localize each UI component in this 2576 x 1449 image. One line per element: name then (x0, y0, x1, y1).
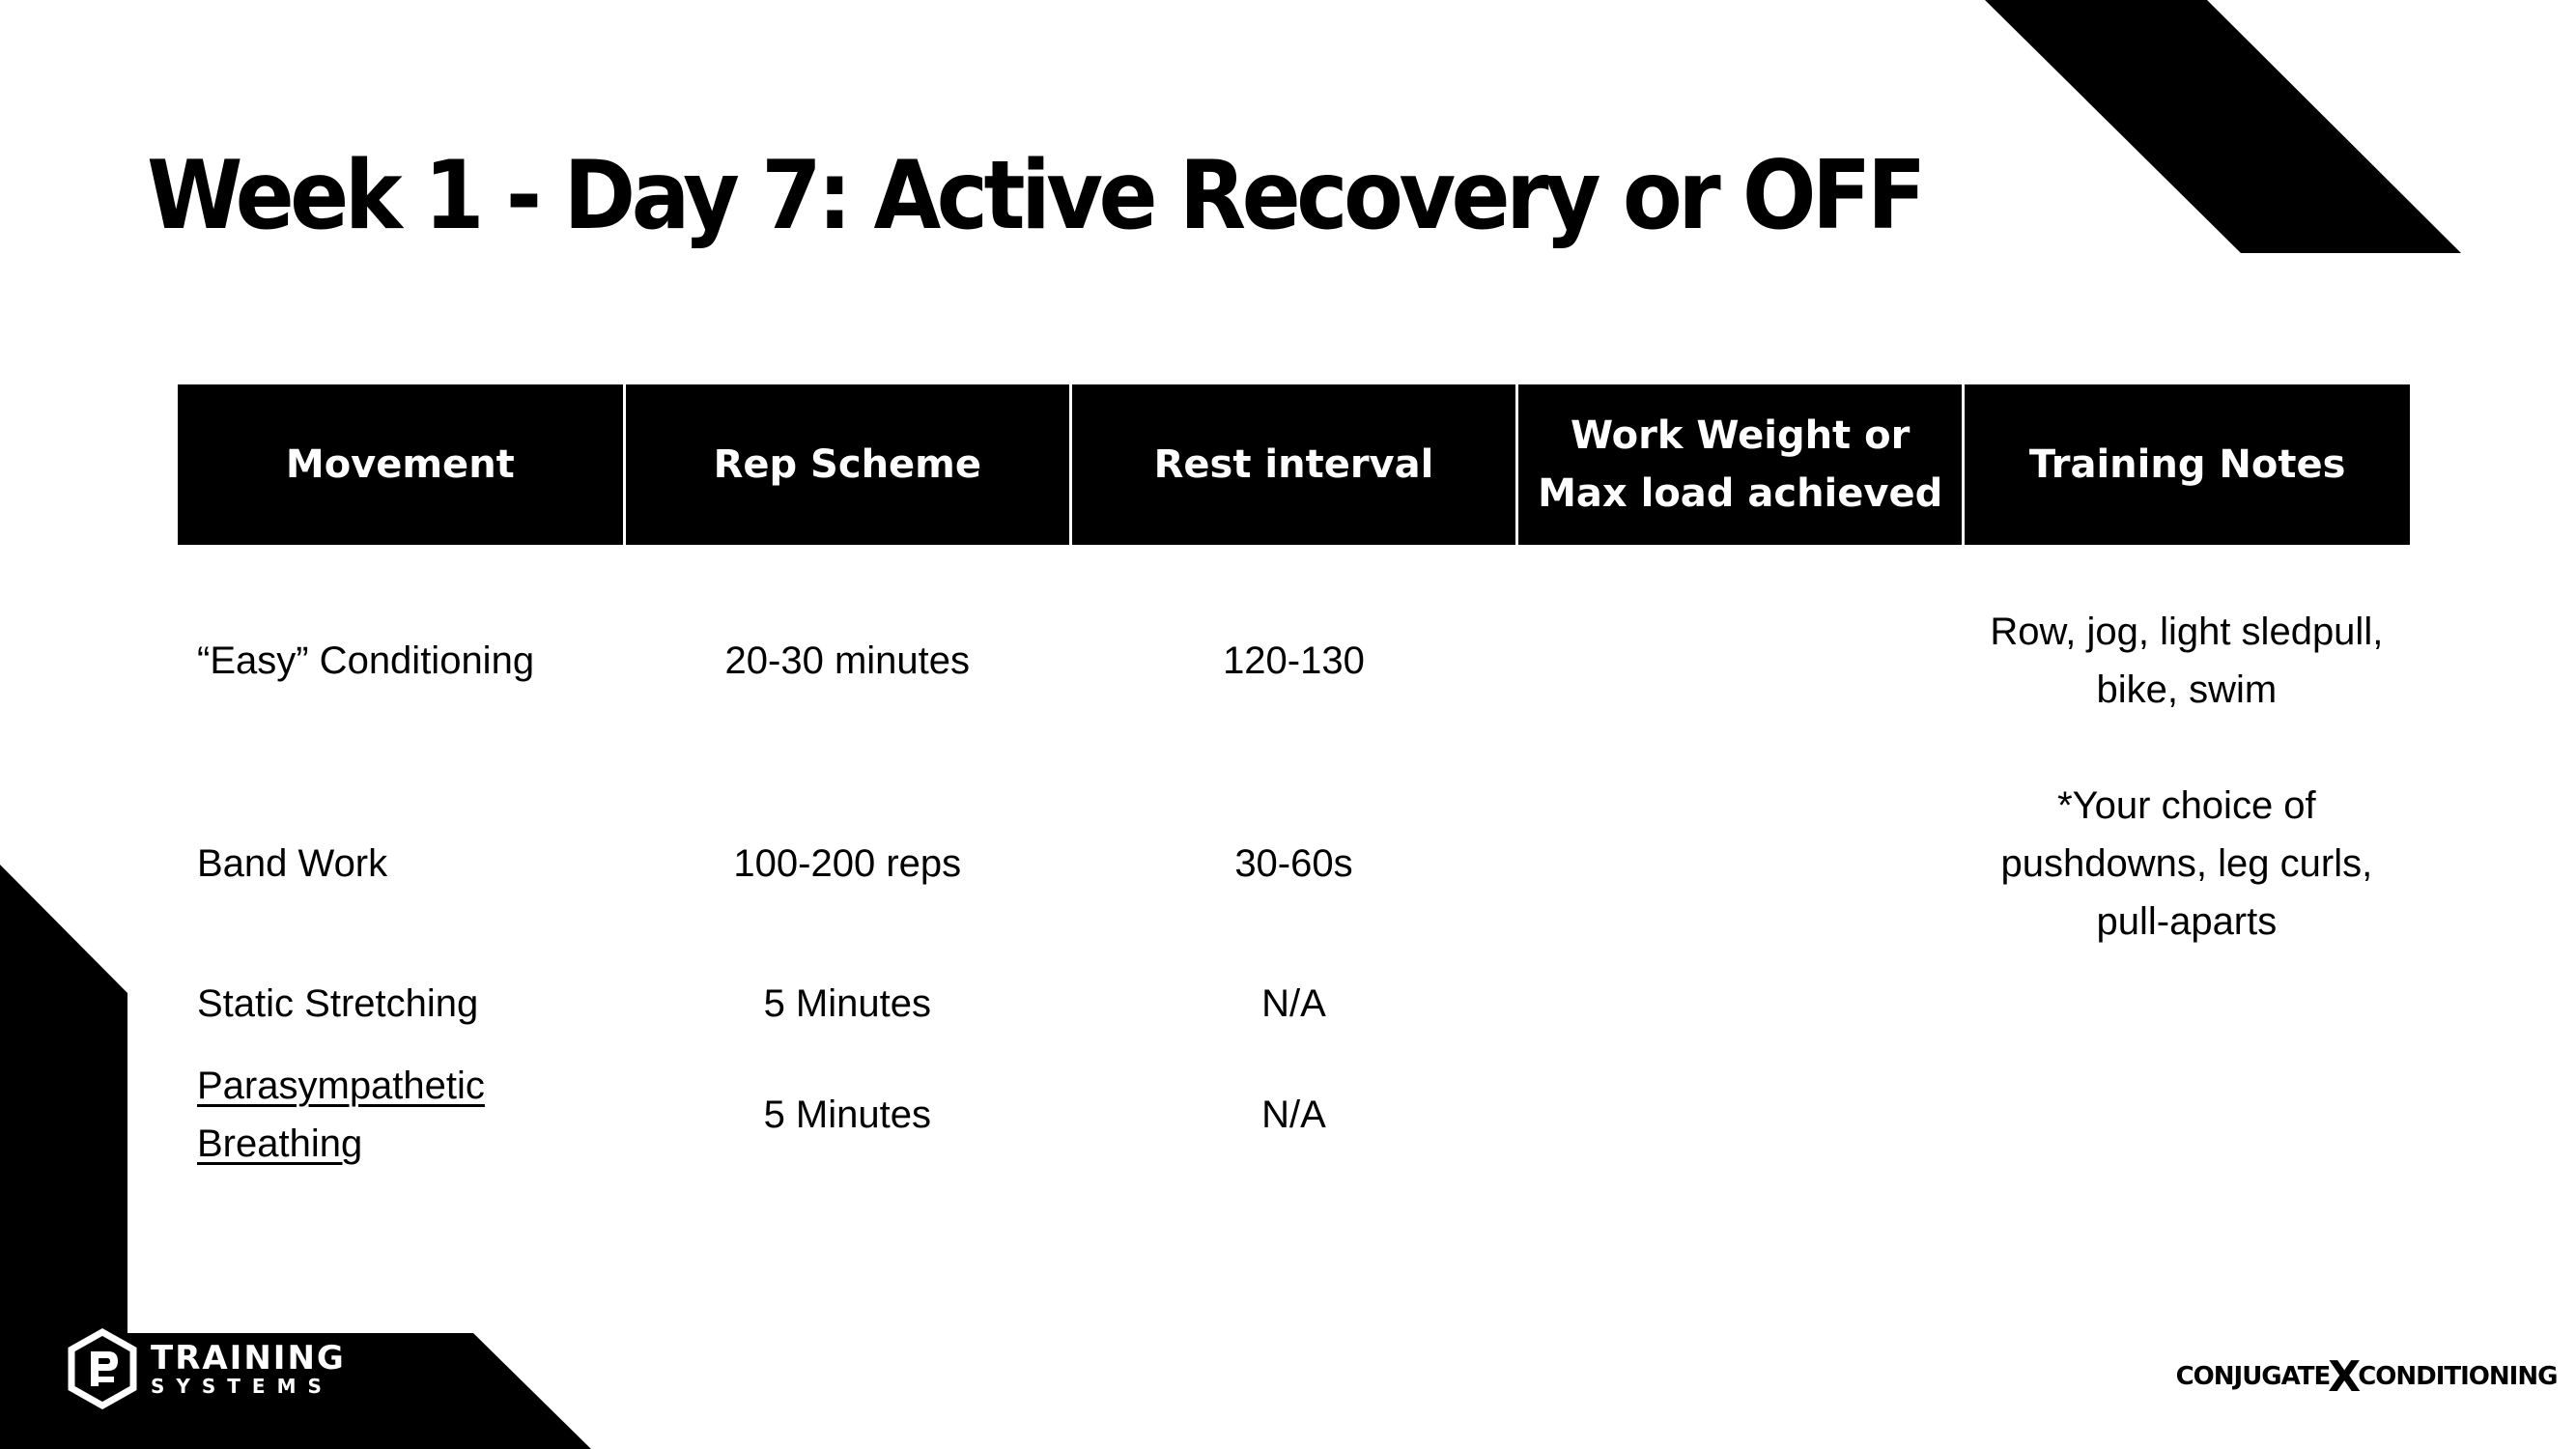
notes-cell (1964, 951, 2410, 1057)
parasympathetic-breathing-link[interactable]: Parasympathetic Breathing (197, 1065, 485, 1165)
header-movement: Movement (178, 384, 625, 545)
work-weight-cell (1517, 951, 1964, 1057)
rep-scheme-cell: 100-200 reps (733, 842, 962, 885)
rep-scheme-cell: 20-30 minutes (724, 639, 971, 682)
rest-cell: 120-130 (1223, 639, 1365, 682)
movement-cell: “Easy” Conditioning (197, 639, 535, 682)
pb-hexagon-logo-icon (68, 1328, 137, 1409)
work-weight-cell (1517, 777, 1964, 951)
movement-cell: Static Stretching (197, 982, 479, 1025)
rest-cell: N/A (1261, 982, 1326, 1025)
header-rep-scheme: Rep Scheme (622, 384, 1071, 545)
rest-cell: N/A (1261, 1094, 1326, 1136)
header-training-notes: Training Notes (1962, 384, 2410, 545)
workout-table: Movement Rep Scheme Rest interval Work W… (178, 384, 2410, 1173)
notes-cell: *Your choice of pushdowns, leg curls, pu… (2000, 784, 2373, 943)
top-right-stripe (1985, 0, 2461, 253)
conjugate-conditioning-logo: CONJUGATE X CONDITIONING (2176, 1351, 2559, 1402)
notes-cell (1964, 1057, 2410, 1173)
work-weight-cell (1517, 545, 1964, 777)
training-systems-logo: TRAINING SYSTEMS (68, 1325, 346, 1412)
table-row: Static Stretching 5 Minutes N/A (178, 951, 2410, 1057)
rest-cell: 30-60s (1234, 842, 1353, 885)
page-title: Week 1 - Day 7: Active Recovery or OFF (147, 141, 1927, 251)
brand-left-line2: SYSTEMS (151, 1375, 333, 1398)
header-work-weight: Work Weight or Max load achieved (1515, 384, 1964, 545)
table-row: Parasympathetic Breathing 5 Minutes N/A (178, 1057, 2410, 1173)
rep-scheme-cell: 5 Minutes (763, 982, 931, 1025)
header-rest-interval: Rest interval (1068, 384, 1517, 545)
table-row: Band Work 100-200 reps 30-60s *Your choi… (178, 777, 2410, 951)
movement-cell: Parasympathetic Breathing (178, 1057, 624, 1173)
movement-cell: Band Work (197, 842, 388, 885)
table-header-row: Movement Rep Scheme Rest interval Work W… (178, 384, 2410, 545)
table-row: “Easy” Conditioning 20-30 minutes 120-13… (178, 545, 2410, 777)
notes-cell: Row, jog, light sledpull, bike, swim (1990, 611, 2384, 711)
brand-right-part1: CONJUGATE (2175, 1362, 2332, 1391)
work-weight-cell (1517, 1057, 1964, 1173)
brand-right-part2: CONDITIONING (2358, 1362, 2558, 1391)
brand-left-line1: TRAINING (151, 1339, 346, 1378)
rep-scheme-cell: 5 Minutes (763, 1094, 931, 1136)
brand-right-x-mark: X (2328, 1351, 2361, 1402)
